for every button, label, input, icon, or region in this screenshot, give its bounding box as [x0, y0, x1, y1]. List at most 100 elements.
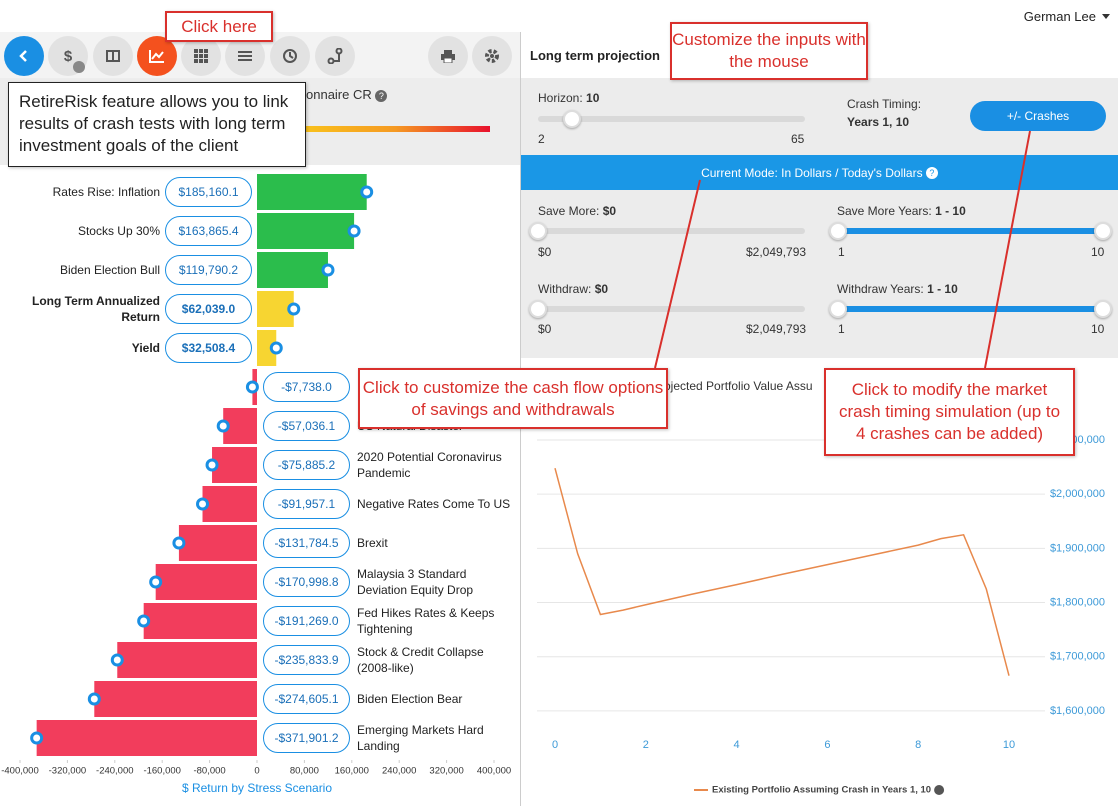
category-label: Stocks Up 30%	[77, 224, 160, 238]
table-button[interactable]	[93, 36, 133, 76]
bar	[36, 720, 257, 756]
grid-icon	[194, 49, 208, 63]
callout-inputs: Customize the inputs with the mouse	[670, 22, 868, 80]
range-knob	[1094, 222, 1112, 240]
risk-gradient	[300, 126, 490, 132]
category-label: Biden Election Bear	[357, 692, 463, 706]
x-tick-label: 10	[1003, 739, 1015, 751]
x-tick-label: -240,000	[96, 766, 134, 777]
range-knob	[829, 222, 847, 240]
slider-knob	[529, 222, 547, 240]
withdraw-min: $0	[538, 322, 552, 336]
category-label: Yield	[131, 341, 160, 355]
y-tick-label: $1,800,000	[1050, 596, 1105, 608]
legend-label: Existing Portfolio Assuming Crash in Yea…	[712, 785, 931, 796]
withdraw-slider[interactable]	[529, 300, 805, 318]
save-more-slider[interactable]	[529, 222, 805, 240]
bar-end-marker	[196, 497, 210, 511]
table-icon	[106, 50, 120, 62]
help-icon[interactable]: ?	[375, 89, 388, 102]
bar	[257, 252, 328, 288]
withdraw-years-min: 1	[838, 322, 845, 336]
value-pill[interactable]: -$7,738.0	[263, 372, 350, 402]
value-pill[interactable]: -$235,833.9	[263, 645, 350, 675]
bar-end-marker	[149, 575, 163, 589]
category-label: Emerging Markets Hard Landing	[357, 723, 484, 753]
category-label: Negative Rates Come To US	[357, 497, 511, 511]
x-tick-label: 400,000	[477, 766, 511, 777]
crash-timing-label: Crash Timing:	[847, 97, 922, 111]
horizon-slider[interactable]	[538, 110, 805, 128]
print-button[interactable]	[428, 36, 468, 76]
value-pill[interactable]: -$191,269.0	[263, 606, 350, 636]
value-pill[interactable]: -$75,885.2	[263, 450, 350, 480]
slider-knob	[529, 300, 547, 318]
value-pill[interactable]: $62,039.0	[165, 294, 252, 324]
withdraw-years-slider[interactable]	[829, 300, 1112, 318]
category-label: Fed Hikes Rates & Keeps Tightening	[357, 606, 495, 636]
settings-button[interactable]	[225, 36, 265, 76]
value-pill[interactable]: -$91,957.1	[263, 489, 350, 519]
user-name[interactable]: German Lee	[1023, 9, 1096, 24]
x-tick-label: -320,000	[49, 766, 87, 777]
crash-timing-value: Years 1, 10	[847, 115, 910, 129]
help-icon[interactable]: ?	[925, 166, 938, 179]
category-label: Biden Election Bull	[59, 263, 160, 277]
horizon-min: 2	[538, 132, 545, 146]
bar	[117, 642, 257, 678]
range-knob	[829, 300, 847, 318]
value-pill[interactable]: $185,160.1	[165, 177, 252, 207]
dollar-button[interactable]: $	[48, 36, 88, 76]
bar-end-marker	[30, 731, 44, 745]
save-more-years-max: 10	[1091, 245, 1105, 259]
gear-icon	[485, 49, 499, 63]
x-tick-label: 0	[552, 739, 558, 751]
grid-button[interactable]	[181, 36, 221, 76]
value-pill[interactable]: $163,865.4	[165, 216, 252, 246]
withdraw-label-text: Withdraw:	[538, 282, 592, 296]
save-more-years-min: 1	[838, 245, 845, 259]
callout-click-here: Click here	[165, 11, 273, 42]
value-pill[interactable]: -$274,605.1	[263, 684, 350, 714]
value-pill[interactable]: -$131,784.5	[263, 528, 350, 558]
save-more-label: Save More: $0	[538, 204, 616, 218]
value-pill[interactable]: $32,508.4	[165, 333, 252, 363]
chart-button[interactable]	[137, 36, 177, 76]
dollar-icon: $	[63, 47, 73, 65]
range-fill	[838, 228, 1103, 234]
value-pill[interactable]: -$170,998.8	[263, 567, 350, 597]
bar-end-marker	[110, 653, 124, 667]
help-icon	[934, 785, 945, 795]
x-tick-label: 160,000	[335, 766, 369, 777]
route-button[interactable]	[315, 36, 355, 76]
category-label: Long Term Annualized Return	[32, 294, 160, 324]
x-tick-label: -80,000	[193, 766, 225, 777]
history-button[interactable]	[270, 36, 310, 76]
projection-chart-title: ojected Portfolio Value Assu	[664, 379, 813, 393]
bar-end-marker	[287, 302, 301, 316]
value-pill[interactable]: -$57,036.1	[263, 411, 350, 441]
save-more-years-slider[interactable]	[829, 222, 1112, 240]
crashes-button[interactable]: +/- Crashes	[970, 101, 1106, 131]
back-button[interactable]	[4, 36, 44, 76]
value-pill[interactable]: $119,790.2	[165, 255, 252, 285]
user-caret[interactable]	[1102, 14, 1110, 19]
category-label: Stock & Credit Collapse (2008-like)	[357, 645, 484, 675]
range-knob	[1094, 300, 1112, 318]
route-icon	[327, 48, 343, 64]
bar-end-marker	[87, 692, 101, 706]
value-pill[interactable]: -$371,901.2	[263, 723, 350, 753]
history-icon	[283, 49, 297, 63]
category-label: Malaysia 3 Standard Deviation Equity Dro…	[357, 567, 474, 597]
bar	[212, 447, 257, 483]
save-more-max: $2,049,793	[746, 245, 807, 259]
y-tick-label: $1,900,000	[1050, 542, 1105, 554]
gear-button[interactable]	[472, 36, 512, 76]
withdraw-label: Withdraw: $0	[538, 282, 608, 296]
save-more-years-value: 1 - 10	[935, 204, 966, 218]
bar-end-marker	[360, 185, 374, 199]
mode-text: Current Mode: In Dollars / Today's Dolla…	[701, 165, 923, 180]
x-tick-label: -160,000	[143, 766, 181, 777]
